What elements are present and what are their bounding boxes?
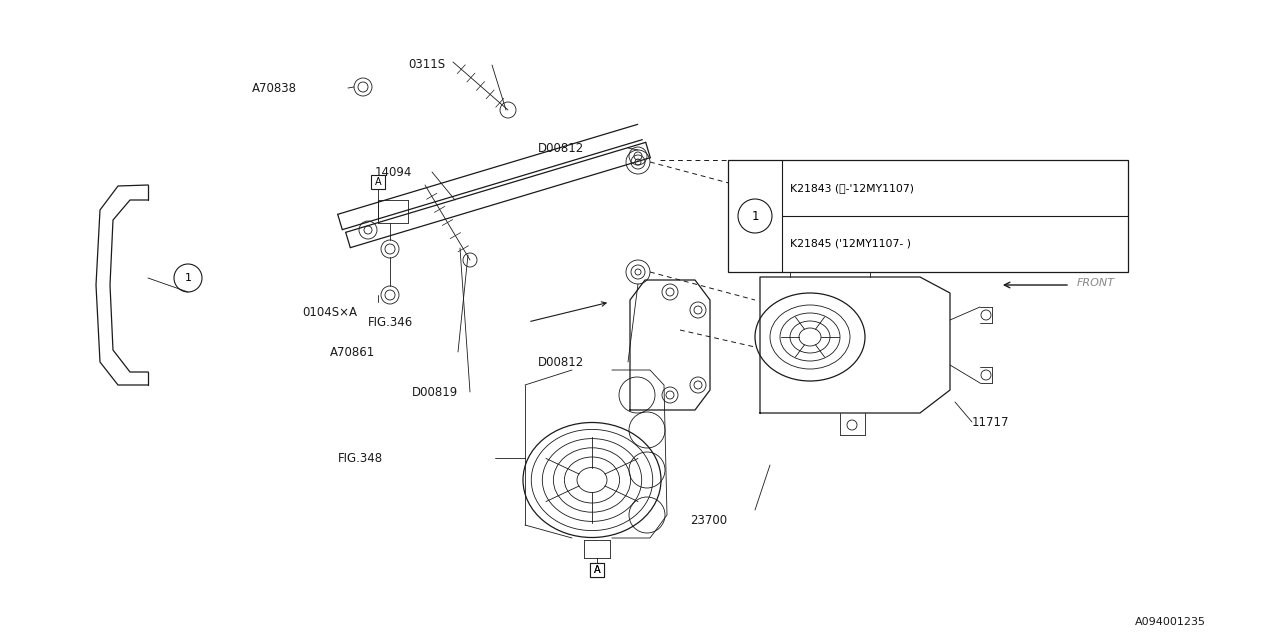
Text: 23700: 23700 xyxy=(690,513,727,527)
Bar xyxy=(371,175,385,189)
Text: FIG.348: FIG.348 xyxy=(338,451,383,465)
Text: A70838: A70838 xyxy=(252,81,297,95)
Text: K21845 ('12MY1107- ): K21845 ('12MY1107- ) xyxy=(790,239,911,249)
Text: A094001235: A094001235 xyxy=(1134,617,1206,627)
Text: A: A xyxy=(375,177,381,187)
Ellipse shape xyxy=(799,328,820,346)
Text: K21843 (〃-'12MY1107): K21843 (〃-'12MY1107) xyxy=(790,183,914,193)
Text: 1: 1 xyxy=(751,209,759,223)
Text: 0104S×A: 0104S×A xyxy=(302,305,357,319)
Text: A: A xyxy=(594,565,600,575)
Text: FRONT: FRONT xyxy=(1076,278,1115,288)
Text: 1: 1 xyxy=(184,273,192,283)
Text: FIG.346: FIG.346 xyxy=(369,316,413,328)
Text: A70861: A70861 xyxy=(330,346,375,358)
Text: A: A xyxy=(594,565,600,575)
Ellipse shape xyxy=(577,467,607,493)
Bar xyxy=(590,563,604,577)
Text: 14094: 14094 xyxy=(375,166,412,179)
Text: D00819: D00819 xyxy=(412,385,458,399)
Text: 0311S: 0311S xyxy=(408,58,445,72)
Bar xyxy=(728,160,1128,272)
Bar xyxy=(590,563,604,577)
Text: 11717: 11717 xyxy=(972,415,1010,429)
Text: D00812: D00812 xyxy=(538,355,584,369)
Text: D00812: D00812 xyxy=(538,141,584,154)
